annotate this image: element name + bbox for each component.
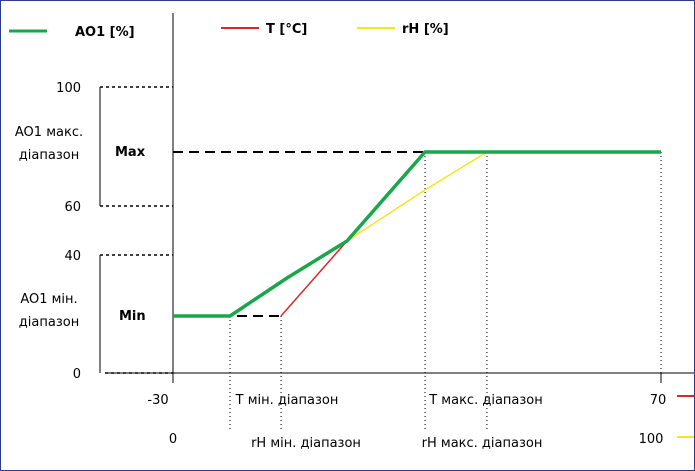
y-tick-100: 100 — [56, 81, 81, 96]
x-rh-max-label: rH макс. діапазон — [422, 436, 543, 451]
x-t-end: 70 — [650, 393, 667, 408]
ao1-max-range-label-1: AO1 макс. — [15, 125, 83, 140]
legend-rh-label: rH [%] — [402, 22, 449, 37]
x-rh-start: 0 — [169, 432, 177, 447]
x-t-start: -30 — [147, 393, 168, 408]
x-rh-end: 100 — [639, 432, 664, 447]
x-rh-min-label: rH мін. діапазон — [251, 436, 361, 451]
ao1-curve — [173, 150, 661, 318]
rh-curve — [346, 151, 488, 242]
ao1-min-range-label-2: діапазон — [19, 315, 79, 330]
legend-t-label: T [°C] — [266, 22, 307, 37]
legend: AO1 [%] T [°C] rH [%] — [9, 22, 449, 40]
ao1-max-range-label-2: діапазон — [19, 148, 79, 163]
legend-ao1-label: AO1 [%] — [75, 25, 135, 40]
x-t-max-label: T макс. діапазон — [428, 393, 543, 408]
y-tick-60: 60 — [64, 200, 81, 215]
y-tick-0: 0 — [73, 367, 81, 382]
x-t-min-label: T мін. діапазон — [235, 393, 339, 408]
y-tick-40: 40 — [64, 249, 81, 264]
max-label: Max — [115, 145, 146, 160]
ao1-min-range-label-1: AO1 мін. — [20, 292, 77, 307]
min-label: Min — [119, 309, 146, 324]
